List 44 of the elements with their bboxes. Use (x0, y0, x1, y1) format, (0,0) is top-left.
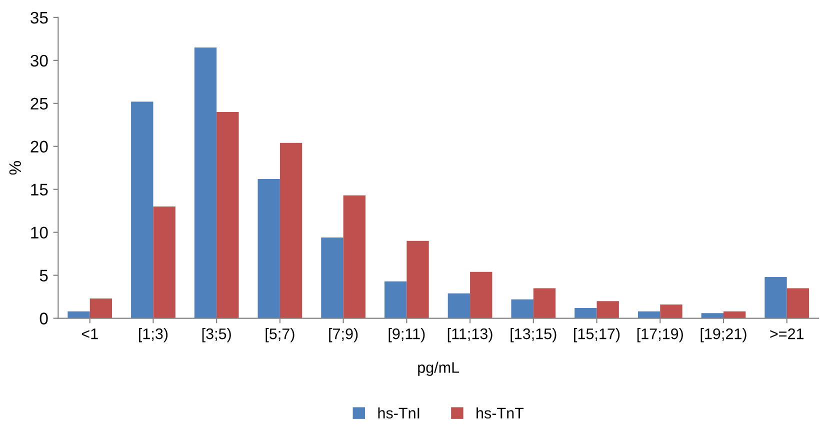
legend-label: hs-TnT (476, 407, 524, 419)
bar (470, 272, 492, 318)
x-tick-label: >=21 (770, 328, 804, 340)
y-tick-label: 20 (30, 140, 48, 153)
y-tick-label: 5 (40, 270, 48, 282)
y-tick-label: 15 (31, 184, 48, 196)
y-tick-label: 0 (40, 312, 48, 324)
bar (406, 240, 429, 318)
x-tick-label: [19;21) (700, 328, 746, 342)
x-tick-label: [1;3) (139, 328, 168, 342)
y-tick-label: 35 (30, 12, 48, 24)
bar (258, 179, 280, 318)
bar (194, 48, 217, 318)
bar (153, 206, 176, 318)
bar (764, 277, 787, 318)
y-tick-label: 10 (31, 226, 48, 239)
bar (384, 281, 407, 318)
x-tick-label: [17;19) (637, 328, 683, 342)
bar (574, 308, 597, 318)
bar (786, 288, 810, 318)
bar (596, 301, 619, 318)
x-axis-title: pg/mL (418, 362, 460, 376)
x-tick-label: [15;17) (574, 328, 620, 342)
x-tick-label: <1 (82, 328, 98, 340)
bar (448, 293, 470, 318)
bar (90, 298, 112, 318)
x-tick-label: [13;15) (510, 328, 556, 342)
x-tick-label: [3;5) (202, 328, 231, 342)
y-tick-label: 25 (30, 98, 48, 110)
x-tick-label: [5;7) (266, 328, 294, 342)
bar (131, 102, 154, 318)
bar (280, 142, 302, 318)
bar (321, 237, 344, 318)
y-tick-label: 30 (30, 54, 48, 67)
x-tick-label: [11;13) (448, 328, 492, 342)
bar (216, 112, 239, 318)
bar (511, 299, 534, 318)
bar (343, 195, 366, 318)
y-axis-title: % (9, 161, 21, 175)
x-tick-label: [9;11) (388, 328, 425, 342)
legend-label: hs-TnI (378, 407, 420, 419)
bar (533, 288, 556, 318)
x-tick-label: [7;9) (329, 328, 358, 342)
bar (660, 304, 682, 318)
